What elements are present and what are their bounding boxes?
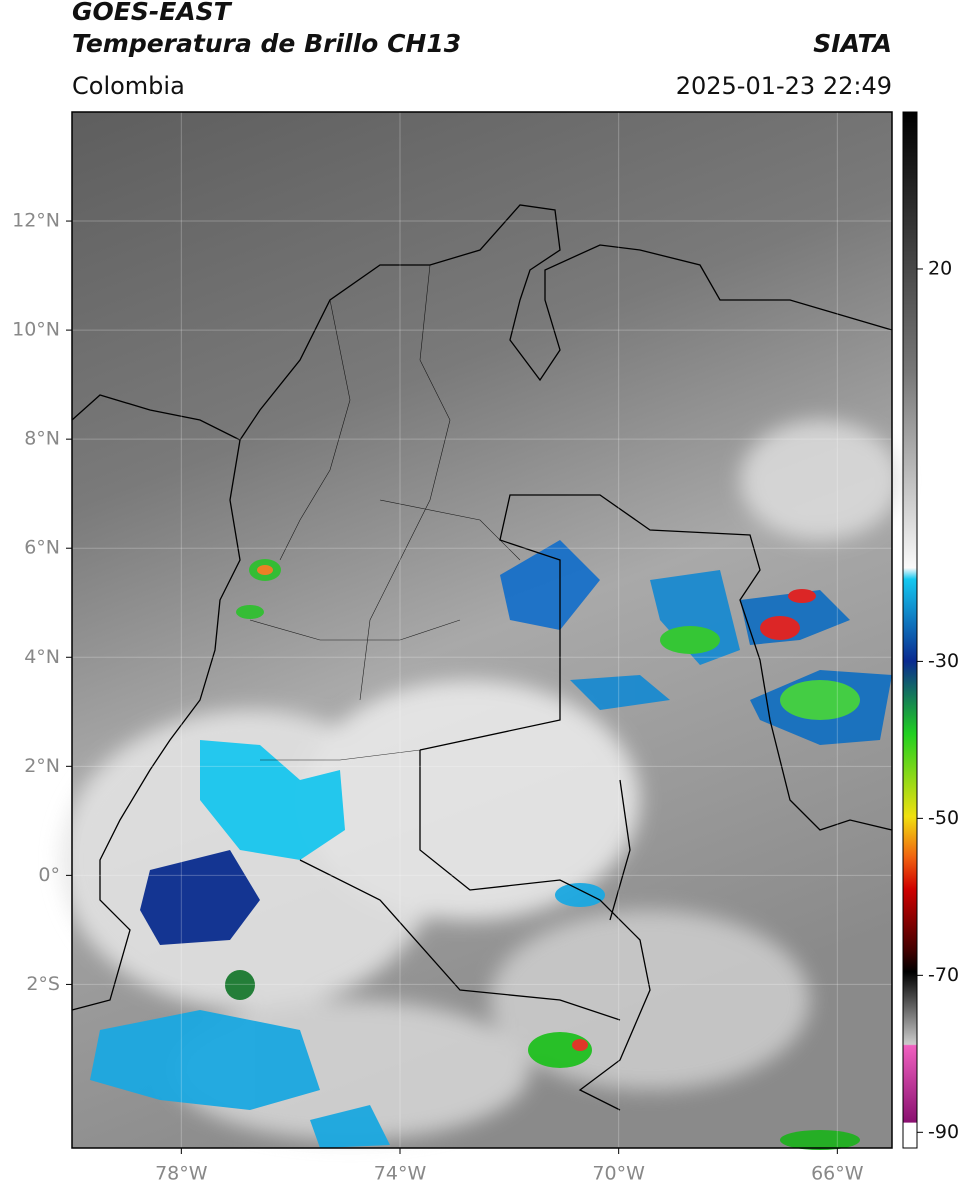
source: SIATA — [813, 29, 892, 58]
satellite-image — [60, 112, 900, 1150]
x-tick-label: 78°W — [155, 1163, 208, 1185]
timestamp: 2025-01-23 22:49 — [676, 72, 892, 100]
y-tick-label: 6°N — [24, 537, 60, 559]
subtitle: Temperatura de Brillo CH13 — [72, 29, 461, 58]
y-tick-label: 0° — [38, 864, 60, 886]
y-tick-label: 12°N — [12, 210, 60, 232]
colorbar-tick-label: -90 — [928, 1121, 959, 1143]
colorbar-tick-label: -30 — [928, 650, 959, 672]
x-tick-label: 70°W — [592, 1163, 645, 1185]
y-tick-label: 2°N — [24, 755, 60, 777]
title: GOES-EAST — [72, 0, 233, 26]
x-tick-label: 74°W — [374, 1163, 427, 1185]
y-tick-label: 10°N — [12, 319, 60, 341]
colorbar-tick-label: -50 — [928, 807, 959, 829]
y-tick-label: 8°N — [24, 428, 60, 450]
colorbar — [902, 111, 918, 1149]
colorbar-tick-label: 20 — [928, 257, 952, 279]
y-tick-label: 4°N — [24, 646, 60, 668]
region: Colombia — [72, 72, 185, 100]
colorbar-tick-label: -70 — [928, 964, 959, 986]
grid — [72, 112, 892, 1148]
map-frame — [71, 111, 893, 1149]
x-tick-label: 66°W — [811, 1163, 864, 1185]
y-tick-label: 2°S — [26, 973, 60, 995]
